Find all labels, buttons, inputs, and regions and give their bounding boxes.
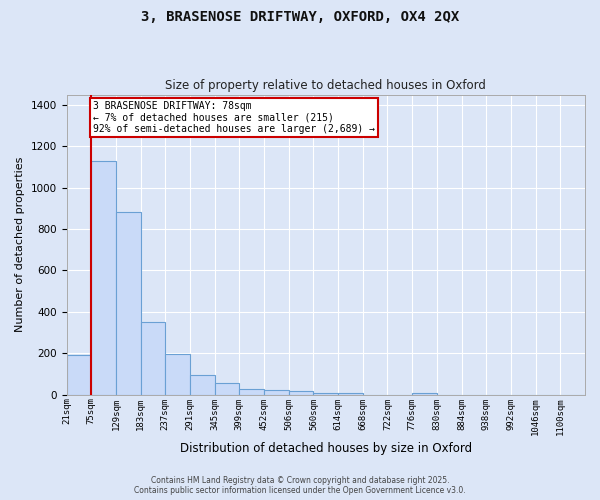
- Bar: [289, 391, 313, 394]
- Title: Size of property relative to detached houses in Oxford: Size of property relative to detached ho…: [166, 79, 486, 92]
- Bar: [67, 355, 91, 395]
- Y-axis label: Number of detached properties: Number of detached properties: [15, 157, 25, 332]
- Text: 3, BRASENOSE DRIFTWAY, OXFORD, OX4 2QX: 3, BRASENOSE DRIFTWAY, OXFORD, OX4 2QX: [141, 10, 459, 24]
- Bar: [412, 392, 437, 394]
- Bar: [264, 390, 289, 394]
- Text: 3 BRASENOSE DRIFTWAY: 78sqm
← 7% of detached houses are smaller (215)
92% of sem: 3 BRASENOSE DRIFTWAY: 78sqm ← 7% of deta…: [93, 101, 375, 134]
- Bar: [338, 392, 363, 394]
- Bar: [215, 384, 239, 394]
- Bar: [313, 392, 338, 394]
- Bar: [140, 322, 165, 394]
- X-axis label: Distribution of detached houses by size in Oxford: Distribution of detached houses by size …: [180, 442, 472, 455]
- Text: Contains HM Land Registry data © Crown copyright and database right 2025.
Contai: Contains HM Land Registry data © Crown c…: [134, 476, 466, 495]
- Bar: [239, 389, 264, 394]
- Bar: [165, 354, 190, 395]
- Bar: [116, 212, 140, 394]
- Bar: [91, 161, 116, 394]
- Bar: [190, 375, 215, 394]
